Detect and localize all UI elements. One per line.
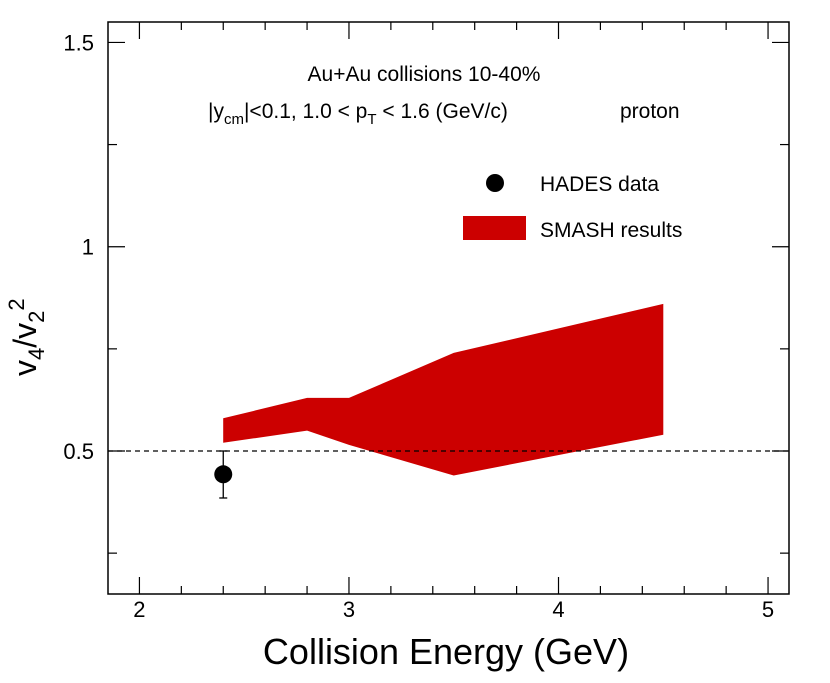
- cut-pt-prefix: |<0.1, 1.0 < p: [243, 100, 368, 123]
- legend-marker-smash: [463, 216, 526, 240]
- x-tick-label: 3: [343, 597, 355, 622]
- x-tick-label: 4: [552, 597, 564, 622]
- y-tick-label: 0.5: [63, 439, 94, 464]
- cut-y-prefix: |y: [208, 100, 224, 123]
- annotation-title: Au+Au collisions 10-40%: [308, 63, 541, 86]
- cut-pt-sub: T: [367, 111, 377, 128]
- axis-ticks: [108, 22, 789, 594]
- legend-label-hades: HADES data: [540, 173, 659, 196]
- particle-label: proton: [620, 100, 680, 123]
- legend-marker-hades: [486, 174, 504, 192]
- annotation-particle: proton: [620, 101, 680, 122]
- x-axis-title: Collision Energy (GeV): [263, 631, 629, 672]
- hades-data-point: [214, 465, 233, 484]
- y-tick-label: 1.5: [63, 30, 94, 55]
- y-tick-label: 1: [82, 235, 94, 260]
- x-tick-label: 5: [762, 597, 774, 622]
- legend-label-smash: SMASH results: [540, 219, 682, 242]
- smash-band: [223, 303, 664, 476]
- annotation-cuts: |ycm|<0.1, 1.0 < pT < 1.6 (GeV/c): [208, 101, 508, 127]
- cut-pt-range: < 1.6 (GeV/c): [376, 100, 508, 123]
- x-tick-label: 2: [133, 597, 145, 622]
- cut-y-sub: cm: [223, 111, 244, 128]
- y-axis-title: v4/v22: [4, 298, 49, 376]
- plot-frame: [107, 21, 790, 595]
